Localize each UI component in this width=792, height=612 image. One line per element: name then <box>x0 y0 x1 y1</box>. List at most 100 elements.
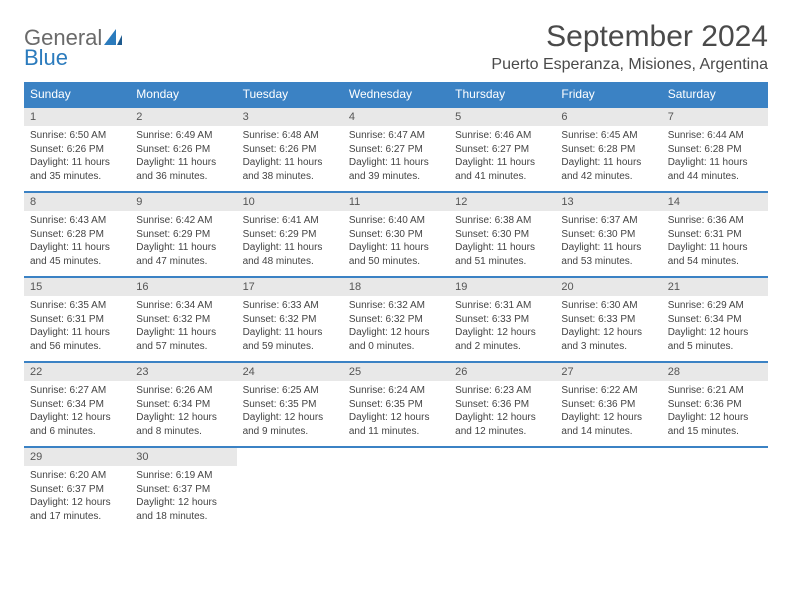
daylight-text-1: Daylight: 11 hours <box>455 156 549 170</box>
daylight-text-1: Daylight: 11 hours <box>30 241 124 255</box>
sunrise-text: Sunrise: 6:24 AM <box>349 384 443 398</box>
date-number <box>555 446 661 466</box>
sunset-text: Sunset: 6:30 PM <box>455 228 549 242</box>
sunrise-text: Sunrise: 6:30 AM <box>561 299 655 313</box>
daylight-text-1: Daylight: 11 hours <box>561 241 655 255</box>
month-title: September 2024 <box>491 20 768 54</box>
sunset-text: Sunset: 6:34 PM <box>136 398 230 412</box>
day-cell: Sunrise: 6:21 AMSunset: 6:36 PMDaylight:… <box>662 381 768 446</box>
daylight-text-2: and 48 minutes. <box>243 255 337 269</box>
daylight-text-1: Daylight: 12 hours <box>136 496 230 510</box>
date-number <box>449 446 555 466</box>
logo-sail-icon <box>104 32 122 49</box>
date-number: 15 <box>24 276 130 296</box>
date-number: 6 <box>555 106 661 126</box>
calendar-grid: SundayMondayTuesdayWednesdayThursdayFrid… <box>24 82 768 531</box>
sunrise-text: Sunrise: 6:50 AM <box>30 129 124 143</box>
daylight-text-1: Daylight: 11 hours <box>455 241 549 255</box>
date-number: 23 <box>130 361 236 381</box>
daylight-text-1: Daylight: 11 hours <box>349 241 443 255</box>
day-cell: Sunrise: 6:34 AMSunset: 6:32 PMDaylight:… <box>130 296 236 361</box>
day-cell: Sunrise: 6:33 AMSunset: 6:32 PMDaylight:… <box>237 296 343 361</box>
sunrise-text: Sunrise: 6:42 AM <box>136 214 230 228</box>
sunset-text: Sunset: 6:29 PM <box>243 228 337 242</box>
daylight-text-2: and 17 minutes. <box>30 510 124 524</box>
daylight-text-2: and 57 minutes. <box>136 340 230 354</box>
day-header: Tuesday <box>237 82 343 106</box>
daylight-text-2: and 45 minutes. <box>30 255 124 269</box>
day-cell: Sunrise: 6:32 AMSunset: 6:32 PMDaylight:… <box>343 296 449 361</box>
daylight-text-2: and 51 minutes. <box>455 255 549 269</box>
date-number: 29 <box>24 446 130 466</box>
daylight-text-1: Daylight: 11 hours <box>668 241 762 255</box>
title-block: September 2024 Puerto Esperanza, Misione… <box>491 20 768 74</box>
date-number: 12 <box>449 191 555 211</box>
sunrise-text: Sunrise: 6:23 AM <box>455 384 549 398</box>
daylight-text-1: Daylight: 12 hours <box>668 326 762 340</box>
sunrise-text: Sunrise: 6:45 AM <box>561 129 655 143</box>
day-cell: Sunrise: 6:20 AMSunset: 6:37 PMDaylight:… <box>24 466 130 531</box>
daylight-text-1: Daylight: 12 hours <box>349 326 443 340</box>
day-header: Saturday <box>662 82 768 106</box>
sunset-text: Sunset: 6:33 PM <box>561 313 655 327</box>
date-number: 25 <box>343 361 449 381</box>
date-number <box>237 446 343 466</box>
sunrise-text: Sunrise: 6:21 AM <box>668 384 762 398</box>
sunset-text: Sunset: 6:30 PM <box>349 228 443 242</box>
day-cell: Sunrise: 6:41 AMSunset: 6:29 PMDaylight:… <box>237 211 343 276</box>
day-cell: Sunrise: 6:36 AMSunset: 6:31 PMDaylight:… <box>662 211 768 276</box>
date-number: 10 <box>237 191 343 211</box>
daylight-text-1: Daylight: 12 hours <box>30 496 124 510</box>
header: General Blue September 2024 Puerto Esper… <box>24 20 768 74</box>
daylight-text-2: and 44 minutes. <box>668 170 762 184</box>
sunset-text: Sunset: 6:27 PM <box>349 143 443 157</box>
daylight-text-2: and 39 minutes. <box>349 170 443 184</box>
sunrise-text: Sunrise: 6:29 AM <box>668 299 762 313</box>
sunrise-text: Sunrise: 6:20 AM <box>30 469 124 483</box>
day-cell: Sunrise: 6:46 AMSunset: 6:27 PMDaylight:… <box>449 126 555 191</box>
sunrise-text: Sunrise: 6:41 AM <box>243 214 337 228</box>
sunset-text: Sunset: 6:35 PM <box>349 398 443 412</box>
sunset-text: Sunset: 6:26 PM <box>243 143 337 157</box>
sunset-text: Sunset: 6:32 PM <box>136 313 230 327</box>
daylight-text-2: and 9 minutes. <box>243 425 337 439</box>
day-cell: Sunrise: 6:43 AMSunset: 6:28 PMDaylight:… <box>24 211 130 276</box>
date-number: 4 <box>343 106 449 126</box>
date-number: 13 <box>555 191 661 211</box>
sunrise-text: Sunrise: 6:31 AM <box>455 299 549 313</box>
daylight-text-1: Daylight: 11 hours <box>243 326 337 340</box>
daylight-text-1: Daylight: 11 hours <box>30 156 124 170</box>
daylight-text-1: Daylight: 11 hours <box>561 156 655 170</box>
day-cell: Sunrise: 6:26 AMSunset: 6:34 PMDaylight:… <box>130 381 236 446</box>
day-header: Thursday <box>449 82 555 106</box>
daylight-text-1: Daylight: 12 hours <box>455 326 549 340</box>
day-cell: Sunrise: 6:37 AMSunset: 6:30 PMDaylight:… <box>555 211 661 276</box>
date-number: 28 <box>662 361 768 381</box>
daylight-text-1: Daylight: 11 hours <box>136 241 230 255</box>
sunset-text: Sunset: 6:32 PM <box>243 313 337 327</box>
sunset-text: Sunset: 6:36 PM <box>668 398 762 412</box>
daylight-text-1: Daylight: 11 hours <box>136 326 230 340</box>
day-cell: Sunrise: 6:40 AMSunset: 6:30 PMDaylight:… <box>343 211 449 276</box>
date-number: 19 <box>449 276 555 296</box>
logo: General Blue <box>24 20 122 68</box>
daylight-text-2: and 0 minutes. <box>349 340 443 354</box>
day-cell: Sunrise: 6:23 AMSunset: 6:36 PMDaylight:… <box>449 381 555 446</box>
daylight-text-1: Daylight: 11 hours <box>349 156 443 170</box>
date-number: 26 <box>449 361 555 381</box>
day-cell <box>449 466 555 531</box>
day-header: Friday <box>555 82 661 106</box>
daylight-text-1: Daylight: 11 hours <box>668 156 762 170</box>
daylight-text-2: and 3 minutes. <box>561 340 655 354</box>
day-cell: Sunrise: 6:42 AMSunset: 6:29 PMDaylight:… <box>130 211 236 276</box>
logo-text-blue: Blue <box>24 48 122 68</box>
daylight-text-2: and 54 minutes. <box>668 255 762 269</box>
daylight-text-2: and 6 minutes. <box>30 425 124 439</box>
day-cell <box>237 466 343 531</box>
sunrise-text: Sunrise: 6:49 AM <box>136 129 230 143</box>
daylight-text-2: and 14 minutes. <box>561 425 655 439</box>
day-cell: Sunrise: 6:30 AMSunset: 6:33 PMDaylight:… <box>555 296 661 361</box>
date-number: 2 <box>130 106 236 126</box>
sunrise-text: Sunrise: 6:37 AM <box>561 214 655 228</box>
day-cell: Sunrise: 6:38 AMSunset: 6:30 PMDaylight:… <box>449 211 555 276</box>
